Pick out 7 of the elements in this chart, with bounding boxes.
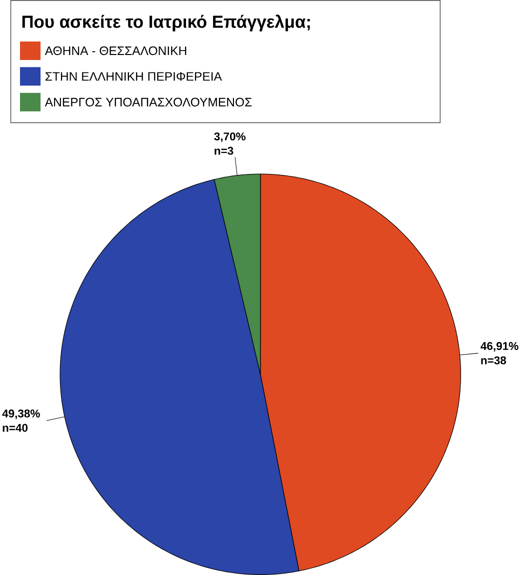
legend-title: Που ασκείτε το Ιατρικό Επάγγελμα; xyxy=(22,14,310,32)
data-label: 46,91% n=38 xyxy=(480,342,518,364)
legend-label: ΑΘΗΝΑ - ΘΕΣΣΑΛΟΝΙΚΗ xyxy=(45,46,186,56)
data-label: 3,70% n=3 xyxy=(214,132,246,155)
data-label: 49,38% n=40 xyxy=(2,410,40,432)
legend-label: ΣΤΗΝ ΕΛΛΗΝΙΚΗ ΠΕΡΙΦΕΡΕΙΑ xyxy=(46,72,222,81)
legend-label: ΑΝΕΡΓΟΣ ΥΠΟΑΠΑΣΧΟΛΟΥΜΕΝΟΣ xyxy=(45,98,252,106)
